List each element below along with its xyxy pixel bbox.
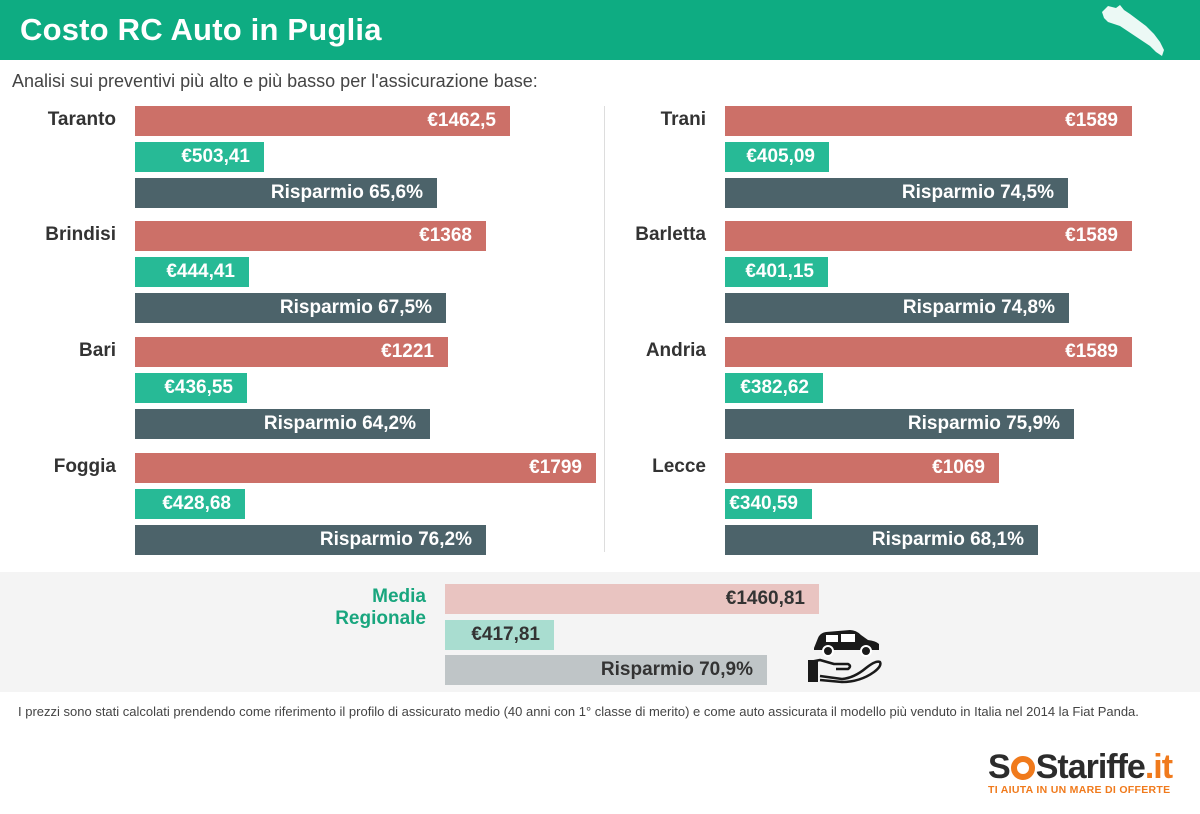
city-label-barletta: Barletta [635, 224, 706, 245]
bar-saving-average: Risparmio 70,9% [445, 655, 767, 685]
logo-letter-s2: S [1035, 748, 1059, 786]
bar-low-barletta: €401,15 [725, 257, 828, 287]
sostariffe-logo: S Stariffe.it TI AIUTA IN UN MARE DI OFFE… [988, 748, 1188, 798]
bar-saving-brindisi: Risparmio 67,5% [135, 293, 446, 323]
bar-high-andria: €1589 [725, 337, 1132, 367]
bar-saving-foggia: Risparmio 76,2% [135, 525, 486, 555]
bar-saving-barletta: Risparmio 74,8% [725, 293, 1069, 323]
bar-high-taranto: €1462,5 [135, 106, 510, 136]
bar-saving-lecce: Risparmio 68,1% [725, 525, 1038, 555]
bar-high-brindisi: €1368 [135, 221, 486, 251]
bar-high-average: €1460,81 [445, 584, 819, 614]
logo-wordmark: S Stariffe.it [988, 748, 1173, 786]
regional-average-label-line2: Regionale [335, 608, 426, 629]
bar-high-barletta: €1589 [725, 221, 1132, 251]
car-in-hand-icon [808, 630, 882, 684]
bar-low-bari: €436,55 [135, 373, 247, 403]
bar-saving-taranto: Risparmio 65,6% [135, 178, 437, 208]
logo-tagline: TI AIUTA IN UN MARE DI OFFERTE [988, 784, 1171, 796]
bar-saving-bari: Risparmio 64,2% [135, 409, 430, 439]
logo-rest: tariffe [1057, 748, 1145, 786]
bar-low-andria: €382,62 [725, 373, 823, 403]
bar-low-trani: €405,09 [725, 142, 829, 172]
methodology-note: I prezzi sono stati calcolati prendendo … [18, 704, 1139, 719]
bar-low-lecce: €340,59 [725, 489, 812, 519]
bar-high-lecce: €1069 [725, 453, 999, 483]
bar-low-brindisi: €444,41 [135, 257, 249, 287]
header-banner: Costo RC Auto in Puglia [0, 0, 1200, 60]
city-label-taranto: Taranto [47, 109, 116, 130]
bar-saving-andria: Risparmio 75,9% [725, 409, 1074, 439]
city-label-brindisi: Brindisi [45, 224, 116, 245]
bar-low-foggia: €428,68 [135, 489, 245, 519]
city-label-bari: Bari [79, 340, 116, 361]
logo-letter-s1: S [988, 748, 1011, 786]
bar-low-taranto: €503,41 [135, 142, 264, 172]
city-label-lecce: Lecce [652, 456, 706, 477]
chart-subtitle: Analisi sui preventivi più alto e più ba… [12, 71, 538, 91]
bar-high-bari: €1221 [135, 337, 448, 367]
city-label-trani: Trani [660, 109, 706, 130]
bar-high-foggia: €1799 [135, 453, 596, 483]
column-divider [604, 106, 605, 552]
city-label-foggia: Foggia [53, 456, 116, 477]
logo-tld: .it [1144, 748, 1173, 786]
regional-average-label-line1: Media [372, 586, 426, 607]
city-label-andria: Andria [645, 340, 706, 361]
puglia-map-icon [1102, 5, 1164, 56]
bar-saving-trani: Risparmio 74,5% [725, 178, 1068, 208]
page-title: Costo RC Auto in Puglia [20, 12, 382, 47]
lifebuoy-icon [1010, 756, 1035, 780]
bar-high-trani: €1589 [725, 106, 1132, 136]
bar-low-average: €417,81 [445, 620, 554, 650]
regional-average-label: Media Regionale [300, 586, 426, 630]
